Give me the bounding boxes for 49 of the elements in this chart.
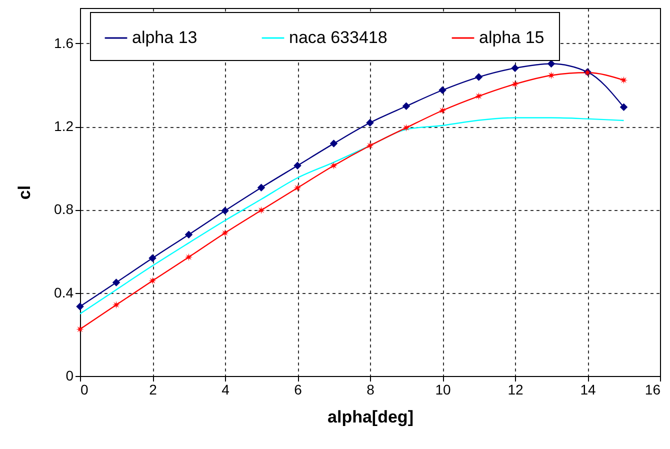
x-tick-label: 16 — [644, 382, 661, 398]
point — [294, 184, 302, 192]
point — [620, 103, 628, 112]
y-tick-label: 1.6 — [54, 34, 74, 51]
point — [474, 73, 483, 81]
point — [184, 230, 193, 238]
point — [257, 206, 266, 214]
y-tick-label: 0.8 — [54, 201, 74, 218]
point — [438, 86, 446, 94]
x-tick-label: 10 — [435, 382, 451, 398]
point — [148, 254, 156, 262]
point — [366, 118, 374, 127]
point — [330, 140, 338, 148]
y-tick-label: 0.4 — [54, 284, 74, 300]
point — [547, 71, 556, 80]
point — [294, 162, 302, 170]
x-tick-label: 12 — [508, 382, 524, 398]
point — [76, 302, 84, 310]
point — [366, 142, 374, 150]
y-axis-title: cl — [15, 185, 34, 200]
line-series — [79, 117, 624, 314]
point — [402, 124, 410, 132]
point — [221, 229, 229, 237]
point — [511, 80, 519, 88]
x-tick-label: 0 — [80, 382, 88, 398]
point — [221, 206, 229, 215]
y-tick-label: 0 — [66, 368, 74, 384]
point — [402, 102, 410, 110]
legend-label: naca 633418 — [289, 28, 388, 47]
point — [112, 278, 120, 286]
legend-label: alpha 13 — [132, 28, 198, 47]
x-tick-label: 2 — [149, 382, 158, 398]
point — [474, 92, 483, 100]
point — [148, 276, 156, 285]
point — [438, 106, 446, 114]
point — [76, 325, 84, 334]
point — [112, 301, 120, 309]
legend-label: alpha 15 — [479, 28, 544, 47]
x-tick-label: 14 — [580, 382, 596, 398]
point — [330, 162, 338, 170]
x-tick-label: 8 — [366, 382, 375, 398]
point — [620, 76, 628, 84]
y-tick-label: 1.2 — [54, 118, 74, 134]
x-tick-label: 6 — [294, 382, 302, 398]
point — [257, 184, 266, 192]
point — [184, 253, 193, 261]
point — [511, 64, 519, 72]
x-axis-title: alpha[deg] — [328, 408, 414, 426]
x-tick-label: 4 — [222, 382, 230, 398]
